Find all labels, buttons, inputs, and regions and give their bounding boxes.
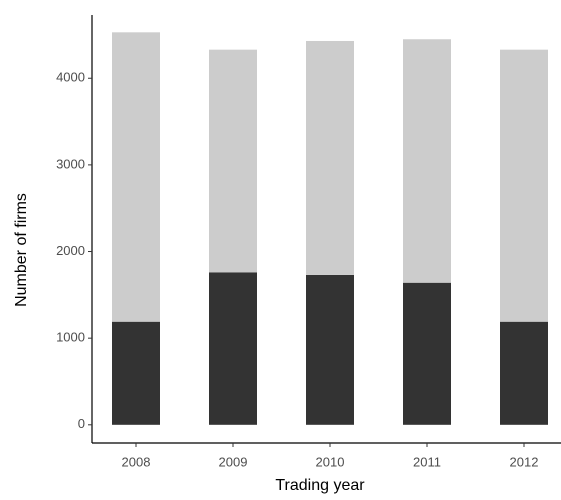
y-axis-title: Number of firms	[13, 193, 30, 307]
y-tick-label: 1000	[56, 330, 85, 345]
y-tick-label: 4000	[56, 70, 85, 85]
x-tick-label: 2010	[316, 454, 345, 469]
bar-segment	[112, 321, 160, 425]
x-tick-label: 2012	[510, 454, 539, 469]
bar-segment	[306, 40, 354, 275]
bar-segment	[209, 272, 257, 425]
x-tick-label: 2009	[219, 454, 248, 469]
bar-segment	[112, 32, 160, 322]
bar-segment	[403, 282, 451, 425]
y-tick-label: 0	[78, 416, 85, 431]
y-tick-label: 3000	[56, 156, 85, 171]
x-axis-title: Trading year	[275, 477, 365, 494]
y-tick-label: 2000	[56, 243, 85, 258]
x-tick-label: 2008	[122, 454, 151, 469]
bar-segment	[209, 49, 257, 273]
bar-segment	[500, 321, 548, 425]
x-tick-label: 2011	[413, 454, 441, 469]
bar-segment	[500, 49, 548, 322]
bar-segment	[306, 274, 354, 425]
bar-segment	[403, 39, 451, 283]
